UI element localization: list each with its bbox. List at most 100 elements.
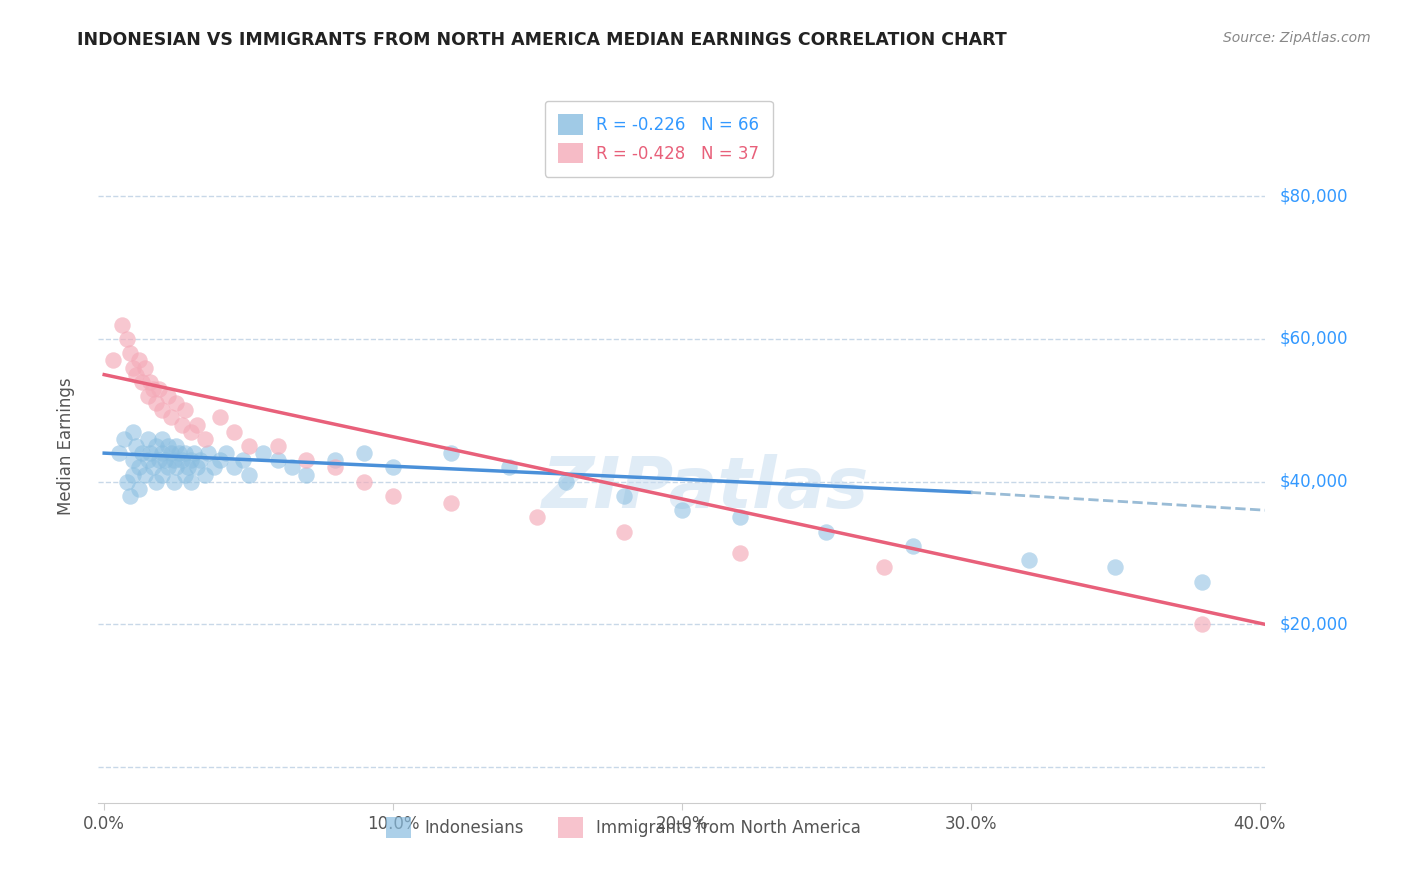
Text: $80,000: $80,000	[1279, 187, 1348, 205]
Point	[174, 446, 197, 460]
Point	[101, 353, 124, 368]
Point	[815, 524, 838, 539]
Point	[122, 425, 145, 439]
Point	[169, 446, 191, 460]
Point	[180, 475, 202, 489]
Point	[165, 396, 187, 410]
Point	[194, 467, 217, 482]
Point	[186, 460, 208, 475]
Point	[165, 460, 187, 475]
Point	[873, 560, 896, 574]
Text: $60,000: $60,000	[1279, 330, 1348, 348]
Point	[295, 453, 318, 467]
Point	[180, 425, 202, 439]
Point	[323, 453, 346, 467]
Point	[613, 524, 636, 539]
Point	[134, 360, 156, 375]
Point	[139, 375, 162, 389]
Point	[224, 425, 246, 439]
Point	[1018, 553, 1040, 567]
Point	[353, 446, 375, 460]
Point	[156, 460, 179, 475]
Legend: Indonesians, Immigrants from North America: Indonesians, Immigrants from North Ameri…	[380, 811, 868, 845]
Point	[131, 375, 153, 389]
Point	[188, 453, 211, 467]
Point	[214, 446, 236, 460]
Text: Source: ZipAtlas.com: Source: ZipAtlas.com	[1223, 31, 1371, 45]
Point	[238, 439, 260, 453]
Y-axis label: Median Earnings: Median Earnings	[56, 377, 75, 515]
Point	[150, 432, 173, 446]
Point	[197, 446, 219, 460]
Point	[117, 475, 139, 489]
Point	[110, 318, 132, 332]
Point	[295, 467, 318, 482]
Point	[281, 460, 304, 475]
Point	[266, 439, 288, 453]
Point	[156, 389, 179, 403]
Point	[136, 432, 159, 446]
Point	[145, 396, 167, 410]
Point	[136, 453, 159, 467]
Point	[117, 332, 139, 346]
Point	[134, 467, 156, 482]
Point	[440, 446, 463, 460]
Point	[122, 467, 145, 482]
Point	[128, 353, 150, 368]
Point	[172, 453, 194, 467]
Point	[148, 382, 170, 396]
Point	[183, 446, 205, 460]
Point	[107, 446, 129, 460]
Point	[498, 460, 520, 475]
Point	[1191, 617, 1213, 632]
Point	[145, 475, 167, 489]
Point	[174, 467, 197, 482]
Text: $20,000: $20,000	[1279, 615, 1348, 633]
Point	[139, 446, 162, 460]
Point	[671, 503, 693, 517]
Point	[159, 446, 181, 460]
Point	[145, 439, 167, 453]
Point	[180, 453, 202, 467]
Point	[202, 460, 225, 475]
Point	[440, 496, 463, 510]
Point	[153, 453, 176, 467]
Text: INDONESIAN VS IMMIGRANTS FROM NORTH AMERICA MEDIAN EARNINGS CORRELATION CHART: INDONESIAN VS IMMIGRANTS FROM NORTH AMER…	[77, 31, 1007, 49]
Point	[162, 453, 184, 467]
Point	[266, 453, 288, 467]
Point	[208, 453, 231, 467]
Point	[252, 446, 274, 460]
Point	[172, 417, 194, 432]
Point	[1191, 574, 1213, 589]
Point	[353, 475, 375, 489]
Point	[174, 403, 197, 417]
Point	[728, 546, 751, 560]
Point	[131, 446, 153, 460]
Point	[238, 467, 260, 482]
Point	[156, 439, 179, 453]
Point	[186, 417, 208, 432]
Point	[122, 453, 145, 467]
Point	[142, 460, 165, 475]
Point	[125, 439, 148, 453]
Point	[194, 432, 217, 446]
Point	[159, 410, 181, 425]
Point	[120, 346, 142, 360]
Point	[128, 460, 150, 475]
Point	[120, 489, 142, 503]
Point	[555, 475, 578, 489]
Point	[125, 368, 148, 382]
Point	[165, 439, 187, 453]
Point	[613, 489, 636, 503]
Point	[728, 510, 751, 524]
Point	[128, 482, 150, 496]
Point	[382, 489, 405, 503]
Point	[1104, 560, 1126, 574]
Text: $40,000: $40,000	[1279, 473, 1348, 491]
Point	[122, 360, 145, 375]
Point	[148, 453, 170, 467]
Point	[901, 539, 924, 553]
Point	[224, 460, 246, 475]
Point	[150, 446, 173, 460]
Point	[150, 467, 173, 482]
